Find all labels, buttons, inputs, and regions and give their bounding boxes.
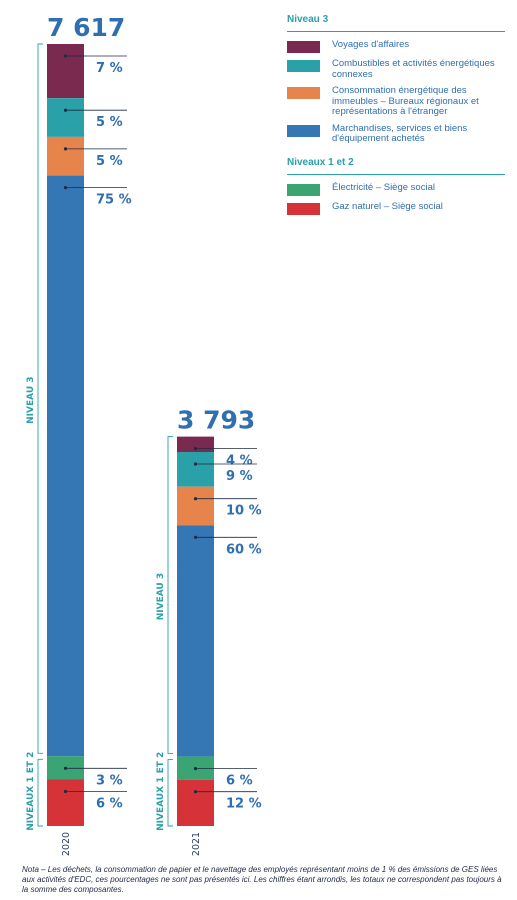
data-label-2021-4: 6 % [226,774,253,789]
data-label-2020-3: 75 % [96,193,132,208]
bracket-niveaux-1-2 [167,759,173,827]
leader-dot [193,447,198,451]
data-label-2021-3: 60 % [226,542,262,557]
leader-dot [193,462,198,466]
side-label-niveau-3: NIVEAU 3 [26,376,36,423]
leader-dot [63,789,68,794]
legend-n12-item-0: Électricité – Siège social [287,181,505,196]
legend-label: Consommation énergétique des immeubles –… [332,85,479,117]
data-label-2020-0: 7 % [96,61,123,76]
side-label-niveau-3: NIVEAU 3 [156,573,166,620]
legend-group-niveaux-1-2: Électricité – Siège social Gaz naturel – … [287,181,505,215]
total-label-2021: 3 793 [177,406,255,435]
leader-dot [193,497,198,501]
bar-segment-2021-5 [177,779,214,826]
leader-dot [63,108,68,112]
leader-dot [193,767,198,771]
bar-segment-2020-3 [47,175,84,757]
bar-segment-2020-1 [47,98,84,137]
legend-n3-item-0: Voyages d'affaires [287,39,505,53]
legend: Niveau 3 Voyages d'affaires Combustibles … [287,14,505,221]
data-label-2021-5: 12 % [226,797,262,812]
bracket-niveaux-1-2 [37,758,43,827]
bar-segment-2020-0 [47,44,84,99]
year-label-2020: 2020 [61,832,72,856]
total-label-2020: 7 617 [47,13,125,42]
data-label-2020-4: 3 % [96,773,123,788]
legend-swatch [287,41,320,53]
footnote: Nota – Les déchets, la consommation de p… [22,865,502,894]
legend-label: Combustibles et activités énergétiques c… [332,58,495,80]
side-label-niveaux-1-2: NIVEAUX 1 ET 2 [26,752,36,831]
leader-dot [193,790,198,794]
leader-dot [63,766,68,770]
leader-dot [63,54,68,58]
legend-n3-item-3: Marchandises, services et biens d'équipe… [287,122,505,145]
side-label-niveaux-1-2: NIVEAUX 1 ET 2 [156,752,166,831]
bracket-niveau-3 [167,436,173,755]
bar-segment-2021-3 [177,525,214,757]
bar-segment-2020-5 [47,779,84,826]
legend-n3-item-2: Consommation énergétique des immeubles –… [287,85,505,118]
legend-swatch [287,124,320,137]
legend-swatch [287,87,320,99]
bracket-niveau-3 [37,43,43,754]
legend-swatch [287,202,320,215]
legend-label: Marchandises, services et biens d'équipe… [332,122,468,144]
legend-group-title-niveaux-1-2: Niveaux 1 et 2 [287,157,505,175]
bar-segment-2021-2 [177,486,214,526]
leader-dot [193,535,198,539]
legend-swatch [287,60,320,72]
data-label-2021-1: 9 % [226,469,253,484]
legend-label: Gaz naturel – Siège social [332,200,443,212]
legend-n12-item-1: Gaz naturel – Siège social [287,200,505,215]
year-label-2021: 2021 [191,832,202,856]
legend-label: Électricité – Siège social [332,181,435,193]
data-label-2020-1: 5 % [96,115,123,130]
bar-segment-2021-0 [177,436,214,452]
leader-dot [63,186,68,190]
stacked-bar-chart: 7 % 5 % 5 % 75 % 3 % 6 % 7 617 NIVEAU 3 NIVEAUX … [26,13,262,856]
data-label-2020-5: 6 % [96,797,123,812]
data-label-2021-2: 10 % [226,504,262,519]
legend-swatch [287,183,320,196]
bar-segment-2021-1 [177,452,214,487]
data-label-2021-0: 4 % [226,454,253,469]
legend-group-niveau-3: Voyages d'affaires Combustibles et activi… [287,39,505,145]
data-label-2020-2: 5 % [96,154,123,169]
bar-segment-2020-2 [47,136,84,176]
legend-n3-item-1: Combustibles et activités énergétiques c… [287,58,505,80]
legend-group-title-niveau-3: Niveau 3 [287,14,505,32]
leader-dot [63,147,68,151]
legend-label: Voyages d'affaires [332,39,410,50]
